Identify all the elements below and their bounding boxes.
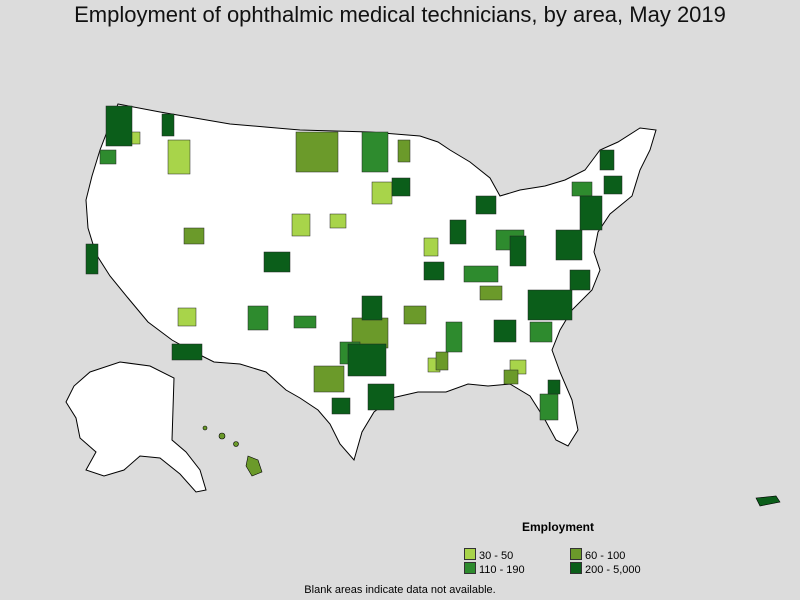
legend-swatch [464,562,476,574]
hawaii [202,425,263,477]
legend-label: 200 - 5,000 [585,564,641,576]
puerto-rico [755,495,781,507]
legend-item-60-100: 60 - 100 [570,548,625,562]
legend-swatch [464,548,476,560]
legend-item-30-50: 30 - 50 [464,548,513,562]
footnote: Blank areas indicate data not available. [304,584,496,596]
legend-swatch [570,548,582,560]
map-title: Employment of ophthalmic medical technic… [74,2,726,27]
legend-swatch [570,562,582,574]
legend-item-110-190: 110 - 190 [464,562,525,576]
legend-label: 30 - 50 [479,550,514,562]
employment-areas [85,105,623,421]
legend-label: 110 - 190 [479,564,525,576]
legend-item-200-5000: 200 - 5,000 [570,562,641,576]
alaska [65,361,207,493]
legend-label: 60 - 100 [585,550,626,562]
legend-title: Employment [522,520,595,534]
